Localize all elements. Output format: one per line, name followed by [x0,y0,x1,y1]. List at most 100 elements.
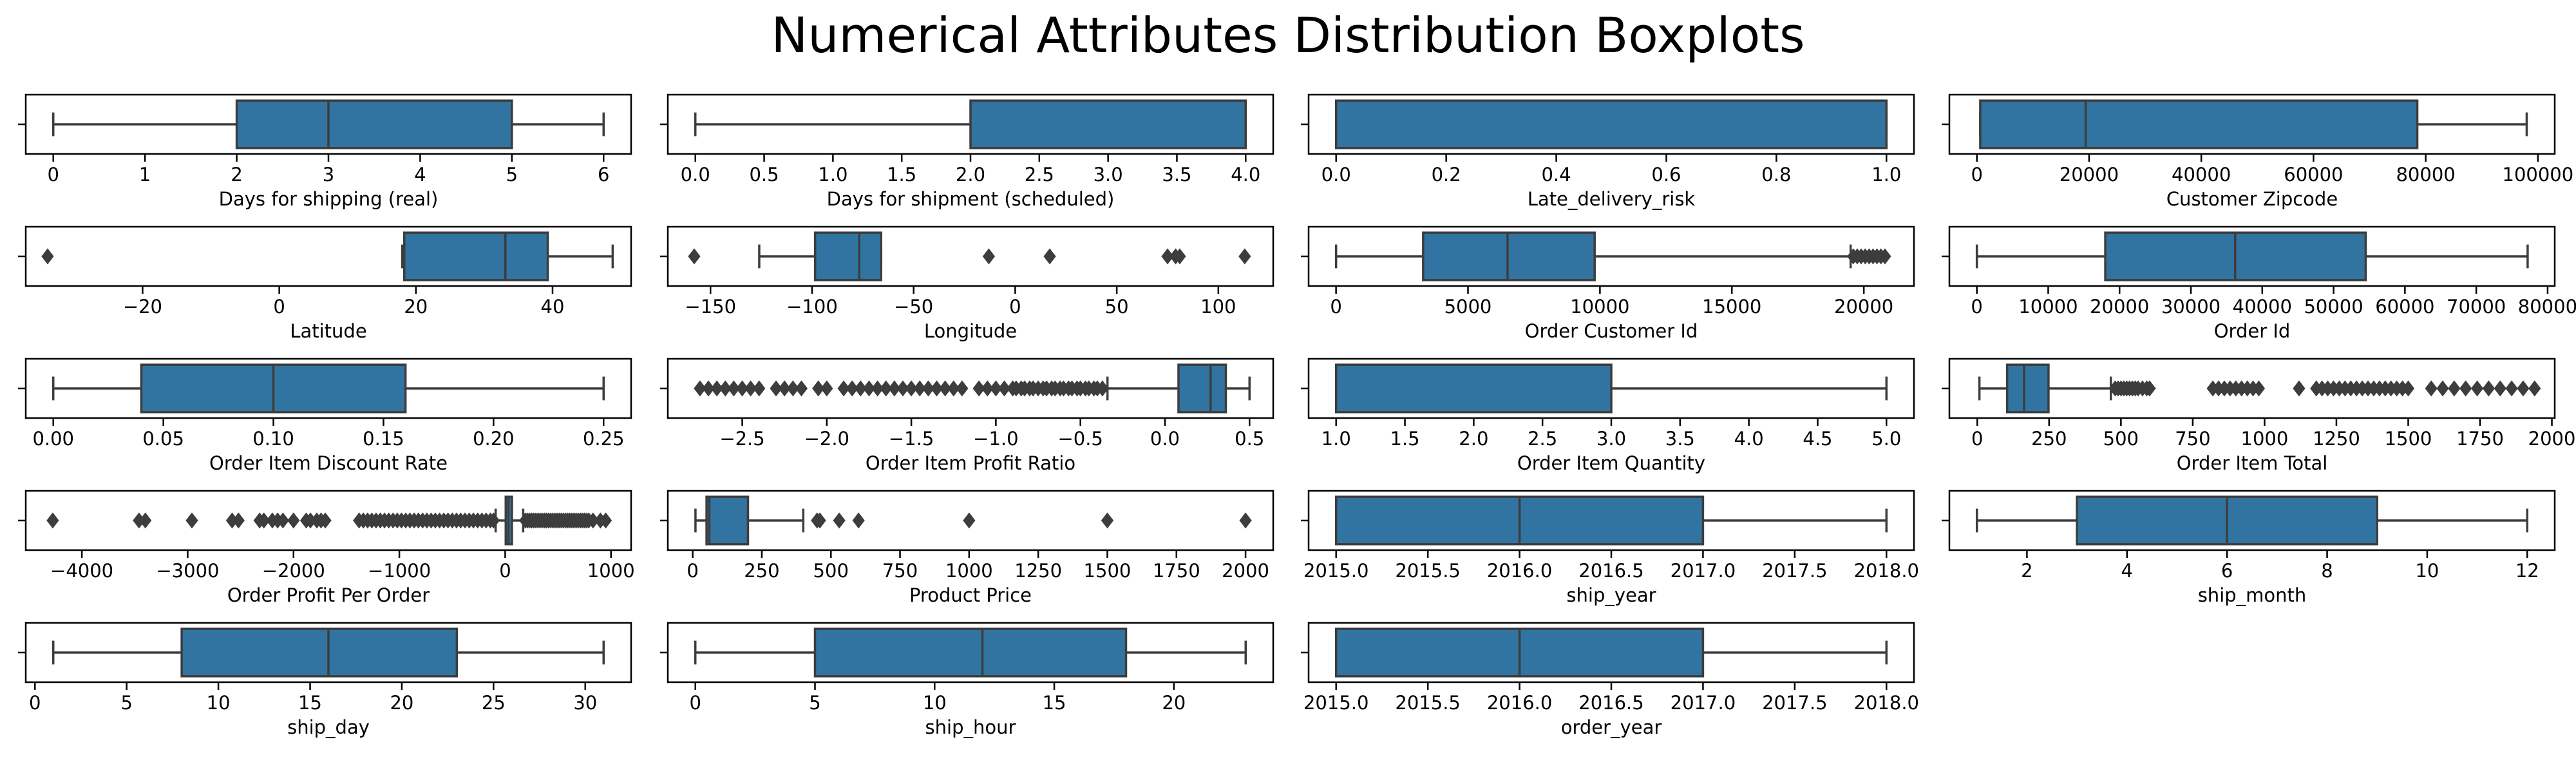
x-tick-label: 80000 [2518,296,2576,318]
subplot-5: −150 −100 −50 0 50 100 Longitude [660,225,1274,342]
x-tick-label: 1000 [2241,428,2289,450]
subplot-15: 2 4 6 8 10 12 ship_month [1942,490,2556,606]
x-tick-label: 0.0 [681,164,710,186]
subplot-14: 2015.0 2015.5 2016.0 2016.5 2017.0 2017.5 2018… [1301,490,1919,606]
outlier-point [2470,380,2484,397]
iqr-box [1334,363,1613,414]
outlier-point [487,512,500,529]
outlier-point [778,380,791,397]
x-tick-label: 3 [323,164,334,186]
x-tick-label: −2000 [262,560,325,582]
x-tick-label: 0 [1971,296,1982,318]
x-tick-label: 2017.0 [1671,692,1736,714]
x-tick-label: 1500 [2385,428,2432,450]
outlier-point [276,512,289,529]
x-tick-label: 40000 [2233,296,2292,318]
x-tick-label: 10 [2415,560,2439,582]
x-tick-label: 0 [1330,296,1341,318]
subplot-10: 1.0 1.5 2.0 2.5 3.0 3.5 4.0 4.5 5.0 Order Item Qu… [1301,358,1915,474]
outlier-point [913,380,926,397]
x-tick-label: 10 [923,692,947,714]
x-tick-label: 2 [231,164,242,186]
x-tick-label: 1000 [945,560,993,582]
x-tick-label: 0 [48,164,59,186]
x-axis-label: Order Item Discount Rate [209,452,448,474]
x-axis-label: Order Item Total [2177,452,2328,474]
x-tick-label: −2.0 [804,428,849,450]
x-tick-label: 0.10 [252,428,294,450]
subplot-1: 0.0 0.5 1.0 1.5 2.0 2.5 3.0 3.5 4.0 Days for ship… [660,93,1274,210]
x-tick-label: 15000 [1702,296,1761,318]
x-axis-label: Product Price [909,584,1032,606]
subplot-8: 0.00 0.05 0.10 0.15 0.20 0.25 Order Item Disco… [18,358,632,474]
x-tick-label: 8 [2321,560,2333,582]
x-tick-label: 2016.5 [1578,692,1643,714]
x-tick-label: 0.5 [749,164,779,186]
x-tick-label: 60000 [2375,296,2434,318]
x-tick-label: 500 [813,560,849,582]
x-tick-label: 4 [414,164,426,186]
x-tick-label: 12 [2515,560,2539,582]
outlier-point [854,380,867,397]
outlier-point [930,380,943,397]
x-tick-label: 1 [139,164,151,186]
x-tick-label: 0.4 [1541,164,1571,186]
x-tick-label: 1.0 [1321,428,1351,450]
x-tick-label: 2016.0 [1487,560,1552,582]
subplot-12: −4000 −3000 −2000 −1000 0 1000 Order Profit Pe… [18,490,635,606]
x-tick-label: 5000 [1444,296,1492,318]
x-tick-label: 500 [2103,428,2139,450]
outlier-point [852,512,865,529]
x-axis-label: ship_hour [925,716,1016,738]
iqr-box [813,231,882,282]
x-tick-label: 40000 [2172,164,2231,186]
outlier-point [599,512,612,529]
outlier-point [972,380,985,397]
outlier-point [982,248,996,265]
outlier-point [688,248,701,265]
outlier-point [795,380,808,397]
x-tick-label: 0 [690,692,701,714]
x-tick-label: −1.5 [889,428,934,450]
x-tick-label: 2.0 [956,164,985,186]
outlier-point [880,380,893,397]
x-tick-label: 70000 [2447,296,2506,318]
x-axis-label: ship_year [1566,584,1656,606]
x-tick-label: 750 [2175,428,2210,450]
x-tick-label: −2.5 [719,428,764,450]
outlier-point [947,380,960,397]
x-tick-label: −3000 [156,560,219,582]
x-axis-label: order_year [1561,716,1662,738]
outlier-point [837,380,850,397]
x-tick-label: 20000 [1834,296,1893,318]
outlier-point [2459,380,2472,397]
x-tick-label: 0 [29,692,41,714]
outlier-point [820,380,833,397]
x-tick-label: 2017.0 [1671,560,1736,582]
subplot-17: 0 5 10 15 20 ship_hour [660,622,1274,738]
x-tick-label: 20 [390,692,413,714]
outlier-point [744,380,757,397]
outlier-point [812,380,825,397]
outlier-point [2436,380,2449,397]
x-axis-label: Latitude [290,320,366,342]
x-tick-label: 60000 [2284,164,2343,186]
x-tick-label: 1500 [1084,560,1132,582]
outlier-point [862,380,876,397]
outlier-point [185,512,198,529]
x-axis-label: ship_day [287,716,370,738]
x-tick-label: 2.5 [1025,164,1054,186]
x-axis-label: Days for shipment (scheduled) [827,188,1115,210]
x-axis-label: Customer Zipcode [2166,188,2338,210]
subplot-0: 0 1 2 3 4 5 6 Days for shipping (real) [18,93,632,210]
x-tick-label: 1.5 [887,164,916,186]
x-tick-label: 15 [298,692,322,714]
x-tick-label: −20 [123,296,162,318]
x-axis-label: Order Item Quantity [1517,452,1705,474]
outlier-point [871,380,884,397]
x-tick-label: 2015.0 [1303,560,1368,582]
x-tick-label: 30 [573,692,597,714]
outlier-point [1238,248,1251,265]
outlier-point [1096,380,1109,397]
outlier-point [719,380,732,397]
